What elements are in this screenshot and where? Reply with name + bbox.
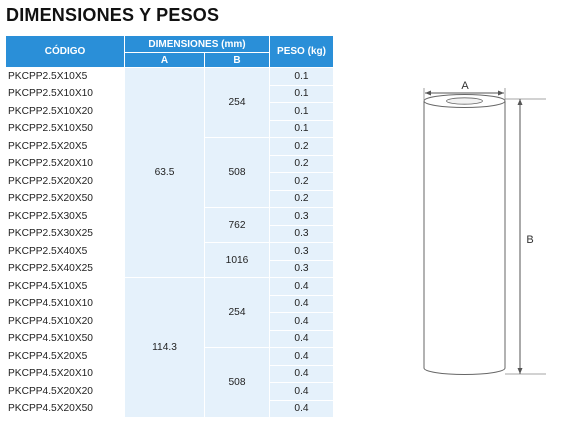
product-code: PKCPP2.5X10X5 [5,67,125,86]
product-code: PKCPP4.5X20X50 [5,399,125,418]
weight-value: 0.3 [269,242,334,261]
weight-value: 0.4 [269,399,334,418]
weight-value: 0.4 [269,382,334,401]
product-code: PKCPP4.5X10X5 [5,277,125,296]
header-a: A [124,52,205,68]
product-code: PKCPP2.5X20X50 [5,189,125,208]
dimension-b-value: 254 [204,277,270,348]
weight-value: 0.3 [269,259,334,278]
dimensions-table: CÓDIGO DIMENSIONES (mm) PESO (kg) A B PK… [5,35,334,418]
dimension-a-label: A [461,80,469,92]
header-dimensions: DIMENSIONES (mm) [124,35,270,53]
dimension-b-value: 508 [204,347,270,418]
dimension-b-value: 508 [204,137,270,208]
weight-value: 0.4 [269,364,334,383]
page-title: DIMENSIONES Y PESOS [6,5,220,25]
dimension-b-label: B [526,234,533,246]
table-row: PKCPP4.5X10X50 0.4 [5,329,334,348]
dimension-b-arrow-bottom [517,368,523,374]
product-code: PKCPP4.5X20X10 [5,364,125,383]
weight-value: 0.2 [269,189,334,208]
header-code: CÓDIGO [5,35,125,68]
header-weight: PESO (kg) [269,35,334,68]
table-row: PKCPP4.5X10X10 0.4 [5,294,334,313]
product-code: PKCPP4.5X10X10 [5,294,125,313]
dimension-a-value: 63.5 [124,67,205,278]
cylinder-core [446,97,483,105]
header-b: B [204,52,270,68]
weight-value: 0.3 [269,224,334,243]
dimension-a-arrow-right [498,90,504,96]
table-row: PKCPP4.5X20X50 0.4 [5,399,334,418]
weight-value: 0.2 [269,172,334,191]
weight-value: 0.1 [269,119,334,138]
weight-value: 0.1 [269,84,334,103]
product-code: PKCPP4.5X10X50 [5,329,125,348]
weight-value: 0.1 [269,67,334,86]
product-code: PKCPP2.5X10X10 [5,84,125,103]
table-row: PKCPP2.5X40X25 0.3 [5,259,334,278]
product-code: PKCPP4.5X10X20 [5,312,125,331]
product-code: PKCPP2.5X10X20 [5,102,125,121]
weight-value: 0.1 [269,102,334,121]
cylinder-drawing: A B [423,80,546,375]
product-code: PKCPP2.5X40X25 [5,259,125,278]
table-row: PKCPP2.5X40X5 1016 0.3 [5,242,334,278]
dimension-a-arrow-left [425,90,431,96]
product-code: PKCPP4.5X20X5 [5,347,125,366]
dimension-b-arrow-top [517,99,523,105]
table-row: PKCPP2.5X10X10 0.1 [5,84,334,103]
product-code: PKCPP2.5X20X5 [5,137,125,156]
table-row: PKCPP2.5X30X5 762 0.3 [5,207,334,243]
dimension-a-value: 114.3 [124,277,205,418]
table-row: PKCPP4.5X20X5 508 0.4 [5,347,334,418]
weight-value: 0.4 [269,294,334,313]
product-code: PKCPP4.5X20X20 [5,382,125,401]
table-row: PKCPP4.5X20X20 0.4 [5,382,334,401]
weight-value: 0.4 [269,277,334,296]
product-code: PKCPP2.5X30X25 [5,224,125,243]
weight-value: 0.3 [269,207,334,226]
weight-value: 0.4 [269,329,334,348]
table-row: PKCPP2.5X30X25 0.3 [5,224,334,243]
table-row: PKCPP4.5X20X10 0.4 [5,364,334,383]
product-code: PKCPP2.5X10X50 [5,119,125,138]
table-row: PKCPP4.5X10X5 114.3 254 0.4 [5,277,334,418]
weight-value: 0.2 [269,137,334,156]
table-row: PKCPP2.5X10X50 0.1 [5,119,334,138]
cylinder-body [423,101,506,375]
table-row: PKCPP2.5X10X5 63.5 254 0.1 [5,67,334,278]
dimension-b-value: 1016 [204,242,270,278]
product-code: PKCPP2.5X30X5 [5,207,125,226]
product-code: PKCPP2.5X40X5 [5,242,125,261]
weight-value: 0.4 [269,312,334,331]
weight-value: 0.4 [269,347,334,366]
dimension-b-value: 762 [204,207,270,243]
table-row: PKCPP4.5X10X20 0.4 [5,312,334,331]
product-code: PKCPP2.5X20X10 [5,154,125,173]
weight-value: 0.2 [269,154,334,173]
product-code: PKCPP2.5X20X20 [5,172,125,191]
dimension-b-value: 254 [204,67,270,138]
table-row: PKCPP2.5X20X10 0.2 [5,154,334,173]
